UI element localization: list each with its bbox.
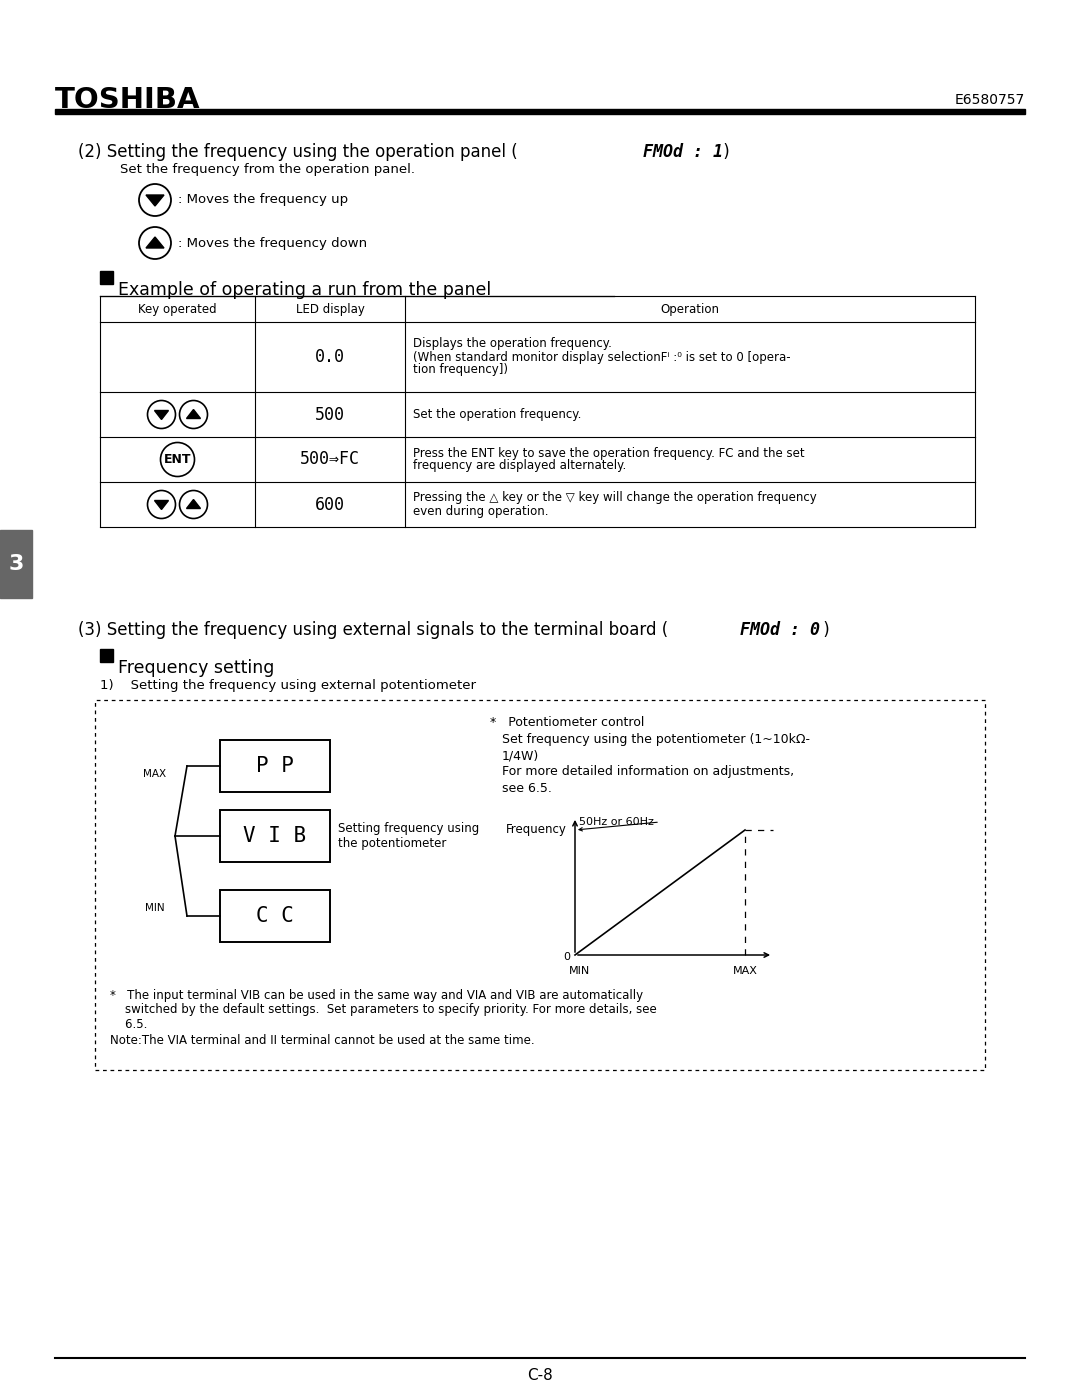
Text: Displays the operation frequency.: Displays the operation frequency. xyxy=(413,338,612,351)
Polygon shape xyxy=(146,196,164,205)
Text: FMOd : 0: FMOd : 0 xyxy=(730,622,820,638)
Text: Press the ENT key to save the operation frequency. FC and the set: Press the ENT key to save the operation … xyxy=(413,447,805,460)
Bar xyxy=(220,740,330,792)
Text: 500⇒FC: 500⇒FC xyxy=(300,450,360,468)
Text: 0.0: 0.0 xyxy=(315,348,345,366)
Text: MAX: MAX xyxy=(144,768,166,780)
Bar xyxy=(0,529,32,598)
Text: ): ) xyxy=(818,622,829,638)
Text: MIN: MIN xyxy=(145,902,165,914)
Text: LED display: LED display xyxy=(296,303,364,316)
Bar xyxy=(100,271,113,284)
Polygon shape xyxy=(187,500,201,509)
Text: FMOd : 1: FMOd : 1 xyxy=(633,142,723,161)
Bar xyxy=(220,810,330,862)
Text: 600: 600 xyxy=(315,496,345,514)
Polygon shape xyxy=(187,409,201,419)
Text: Set the frequency from the operation panel.: Set the frequency from the operation pan… xyxy=(120,163,415,176)
Text: Frequency: Frequency xyxy=(507,823,567,837)
Text: V I B: V I B xyxy=(243,826,307,847)
Text: : Moves the frequency down: : Moves the frequency down xyxy=(178,236,367,250)
Text: Key operated: Key operated xyxy=(138,303,217,316)
Text: MIN: MIN xyxy=(569,965,591,977)
Bar xyxy=(55,109,1025,115)
Text: 1/4W): 1/4W) xyxy=(502,750,539,763)
Text: tion frequency]): tion frequency]) xyxy=(413,363,508,377)
Text: *   Potentiometer control: * Potentiometer control xyxy=(490,717,645,729)
Text: Set frequency using the potentiometer (1~10kΩ-: Set frequency using the potentiometer (1… xyxy=(502,733,810,746)
Text: ENT: ENT xyxy=(164,453,191,467)
Text: 50Hz or 60Hz: 50Hz or 60Hz xyxy=(579,817,653,827)
Bar xyxy=(220,890,330,942)
Text: *   The input terminal VIB can be used in the same way and VIA and VIB are autom: * The input terminal VIB can be used in … xyxy=(110,989,643,1002)
Text: see 6.5.: see 6.5. xyxy=(502,781,552,795)
Polygon shape xyxy=(154,500,168,510)
Text: : Moves the frequency up: : Moves the frequency up xyxy=(178,194,348,207)
Text: 6.5.: 6.5. xyxy=(110,1018,147,1031)
Text: MAX: MAX xyxy=(732,965,757,977)
Text: C C: C C xyxy=(256,907,294,926)
Polygon shape xyxy=(146,237,164,249)
Text: (3) Setting the frequency using external signals to the terminal board (: (3) Setting the frequency using external… xyxy=(78,622,669,638)
Text: 3: 3 xyxy=(9,555,24,574)
Text: Setting frequency using
the potentiometer: Setting frequency using the potentiomete… xyxy=(338,821,480,849)
Text: (When standard monitor display selectionFⁱ :⁰ is set to 0 [opera-: (When standard monitor display selection… xyxy=(413,351,791,363)
Text: 0: 0 xyxy=(563,951,570,963)
Text: frequency are displayed alternately.: frequency are displayed alternately. xyxy=(413,460,626,472)
Bar xyxy=(100,650,113,662)
Text: C-8: C-8 xyxy=(527,1368,553,1383)
Text: Frequency setting: Frequency setting xyxy=(118,659,274,678)
Bar xyxy=(95,700,985,1070)
Text: 1)    Setting the frequency using external potentiometer: 1) Setting the frequency using external … xyxy=(100,679,476,692)
Text: Set the operation frequency.: Set the operation frequency. xyxy=(413,408,581,420)
Text: ): ) xyxy=(718,142,730,161)
Text: P P: P P xyxy=(256,756,294,775)
Text: Operation: Operation xyxy=(661,303,719,316)
Text: Pressing the △ key or the ▽ key will change the operation frequency: Pressing the △ key or the ▽ key will cha… xyxy=(413,492,816,504)
Text: TOSHIBA: TOSHIBA xyxy=(55,87,201,115)
Text: For more detailed information on adjustments,: For more detailed information on adjustm… xyxy=(502,766,794,778)
Polygon shape xyxy=(154,411,168,419)
Text: (2) Setting the frequency using the operation panel (: (2) Setting the frequency using the oper… xyxy=(78,142,517,161)
Text: Note:The VIA terminal and II terminal cannot be used at the same time.: Note:The VIA terminal and II terminal ca… xyxy=(110,1035,535,1048)
Text: switched by the default settings.  Set parameters to specify priority. For more : switched by the default settings. Set pa… xyxy=(110,1003,657,1017)
Text: even during operation.: even during operation. xyxy=(413,504,549,517)
Text: E6580757: E6580757 xyxy=(955,94,1025,108)
Text: 500: 500 xyxy=(315,405,345,423)
Text: Example of operating a run from the panel: Example of operating a run from the pane… xyxy=(118,281,491,299)
